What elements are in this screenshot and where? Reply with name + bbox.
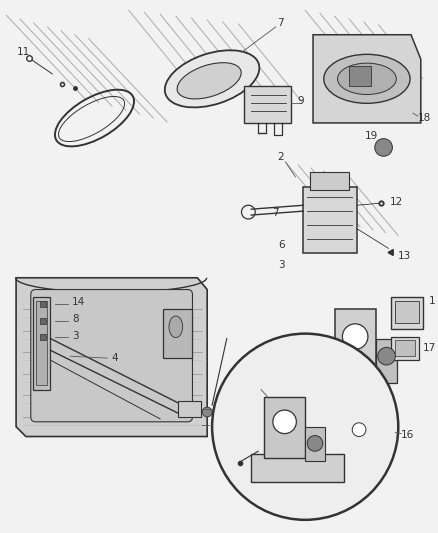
Bar (264, 397, 305, 458)
Text: RH: RH (360, 386, 378, 399)
Text: 3: 3 (278, 260, 285, 270)
Bar (335, 433, 384, 447)
Text: 15: 15 (217, 404, 230, 414)
Text: 7: 7 (277, 18, 284, 28)
Circle shape (378, 348, 396, 365)
Text: 20: 20 (225, 471, 238, 481)
Circle shape (202, 407, 212, 417)
Bar (335, 309, 376, 383)
Text: 12: 12 (389, 197, 403, 207)
Text: 8: 8 (72, 314, 78, 324)
Text: 18: 18 (418, 113, 431, 123)
Bar (396, 301, 419, 323)
Bar (244, 86, 291, 123)
Text: LH: LH (297, 489, 313, 502)
Text: 13: 13 (398, 251, 412, 261)
Circle shape (307, 435, 323, 451)
Bar (310, 172, 349, 190)
Text: 16: 16 (401, 430, 414, 440)
Text: 11: 11 (16, 47, 30, 58)
Circle shape (273, 410, 297, 433)
Text: 17: 17 (423, 343, 436, 353)
Bar (376, 338, 397, 383)
Bar (325, 379, 389, 401)
Bar (349, 66, 371, 86)
Text: 19: 19 (365, 131, 378, 141)
Text: 3: 3 (72, 330, 78, 341)
Bar (163, 309, 192, 358)
Ellipse shape (338, 63, 396, 94)
Bar (35, 301, 47, 385)
Bar (178, 401, 201, 417)
Bar (305, 427, 325, 461)
Circle shape (212, 334, 398, 520)
Text: 4: 4 (111, 353, 118, 363)
Circle shape (352, 423, 366, 437)
Bar (325, 422, 393, 443)
Ellipse shape (165, 50, 259, 108)
Polygon shape (313, 35, 421, 123)
Polygon shape (16, 278, 207, 437)
Text: 6: 6 (278, 240, 285, 251)
Circle shape (343, 324, 368, 349)
Bar (392, 336, 419, 360)
Ellipse shape (169, 316, 183, 337)
Bar (33, 297, 50, 391)
Text: 2: 2 (277, 152, 284, 162)
Text: 2: 2 (212, 422, 219, 432)
Text: 1: 1 (429, 296, 435, 306)
Ellipse shape (324, 54, 410, 103)
Text: 7: 7 (272, 208, 279, 218)
Bar (392, 297, 423, 329)
Ellipse shape (375, 139, 392, 156)
Text: 9: 9 (297, 96, 304, 107)
Ellipse shape (177, 63, 241, 99)
Text: 5: 5 (251, 381, 258, 391)
FancyBboxPatch shape (31, 289, 192, 422)
Bar (251, 454, 344, 482)
Bar (396, 341, 415, 356)
Text: 14: 14 (72, 297, 85, 307)
Bar (303, 187, 357, 253)
